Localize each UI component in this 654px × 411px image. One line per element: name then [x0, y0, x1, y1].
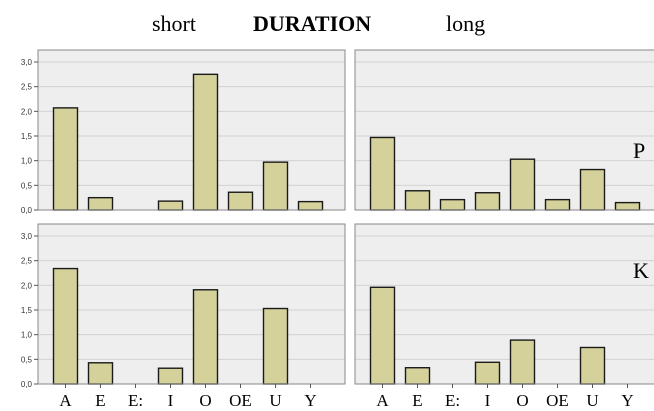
- y-tick-label-k-short: 0,0: [21, 380, 33, 389]
- bar-p-long-u: [579, 168, 606, 211]
- x-tick-label-k-long-ecolon: E:: [445, 391, 460, 410]
- x-tick-label-k-short-o: O: [199, 391, 211, 410]
- y-tick-label-p-short: 0,5: [21, 181, 33, 190]
- bar-k-short-u: [262, 307, 289, 385]
- bar-p-short-u: [262, 161, 289, 211]
- panel-background-k-long: [355, 224, 654, 384]
- y-tick-label-k-short: 1,5: [21, 306, 33, 315]
- bar-p-short-a: [52, 107, 79, 211]
- bar-p-short-y: [297, 200, 324, 211]
- panel-frame-k-short: [37, 223, 346, 385]
- x-tick-label-k-short-u: U: [269, 391, 281, 410]
- y-tick-label-p-short: 2,5: [21, 83, 33, 92]
- y-tick-label-k-short: 0,5: [21, 355, 33, 364]
- y-tick-label-k-short: 3,0: [21, 232, 33, 241]
- x-tick-label-k-short-y: Y: [304, 391, 316, 410]
- chart-header: short DURATION long: [0, 0, 654, 44]
- panel-background-p-short: [38, 50, 345, 210]
- bar-k-long-u: [579, 346, 606, 385]
- bar-k-short-a: [52, 267, 79, 385]
- row-label-k: K: [633, 258, 649, 283]
- x-tick-label-k-short-a: A: [59, 391, 72, 410]
- panel-frame-k-long: [354, 223, 654, 385]
- x-tick-label-k-long-a: A: [376, 391, 389, 410]
- x-tick-label-k-short-ecolon: E:: [128, 391, 143, 410]
- bar-p-long-e: [404, 190, 431, 211]
- y-tick-label-p-short: 1,5: [21, 132, 33, 141]
- chart-title: DURATION: [253, 11, 372, 36]
- bar-p-long-a: [369, 136, 396, 211]
- bar-k-short-i: [157, 367, 184, 385]
- bar-k-short-e: [87, 362, 114, 385]
- panel-frame-p-short: [37, 49, 346, 211]
- x-tick-label-k-long-oe: OE: [546, 391, 569, 410]
- x-tick-label-k-long-o: O: [516, 391, 528, 410]
- x-tick-label-k-short-e: E: [95, 391, 105, 410]
- y-tick-label-k-short: 2,0: [21, 281, 33, 290]
- panel-frame-p-long: [354, 49, 654, 211]
- y-tick-label-p-short: 3,0: [21, 58, 33, 67]
- y-tick-label-p-short: 0,0: [21, 206, 33, 215]
- y-tick-label-k-short: 2,5: [21, 257, 33, 266]
- bar-p-long-i: [474, 192, 501, 211]
- bar-p-short-oe: [227, 191, 254, 211]
- panel-background-k-short: [38, 224, 345, 384]
- y-tick-label-p-short: 2,0: [21, 107, 33, 116]
- y-tick-label-p-short: 1,0: [21, 157, 33, 166]
- bar-k-long-i: [474, 361, 501, 385]
- bar-k-long-a: [369, 286, 396, 385]
- panel-background-p-long: [355, 50, 654, 210]
- row-label-p: P: [633, 138, 646, 163]
- x-tick-label-k-long-e: E: [412, 391, 422, 410]
- bar-p-short-i: [157, 200, 184, 211]
- x-tick-label-k-short-oe: OE: [229, 391, 252, 410]
- bar-p-short-o: [192, 73, 219, 211]
- x-tick-label-k-long-u: U: [586, 391, 598, 410]
- bar-p-long-y: [614, 201, 641, 211]
- bar-k-long-e: [404, 367, 431, 385]
- bar-k-short-o: [192, 289, 219, 385]
- x-tick-label-k-short-i: I: [168, 391, 174, 410]
- bar-k-long-o: [509, 339, 536, 385]
- x-tick-label-k-long-i: I: [485, 391, 491, 410]
- bar-p-long-o: [509, 158, 536, 211]
- bar-p-short-e: [87, 196, 114, 211]
- bar-p-long-ecolon: [439, 198, 466, 211]
- column-label-long: long: [446, 11, 486, 36]
- column-label-short: short: [152, 11, 196, 36]
- y-tick-label-k-short: 1,0: [21, 331, 33, 340]
- x-tick-label-k-long-y: Y: [621, 391, 633, 410]
- bar-p-long-oe: [544, 198, 571, 211]
